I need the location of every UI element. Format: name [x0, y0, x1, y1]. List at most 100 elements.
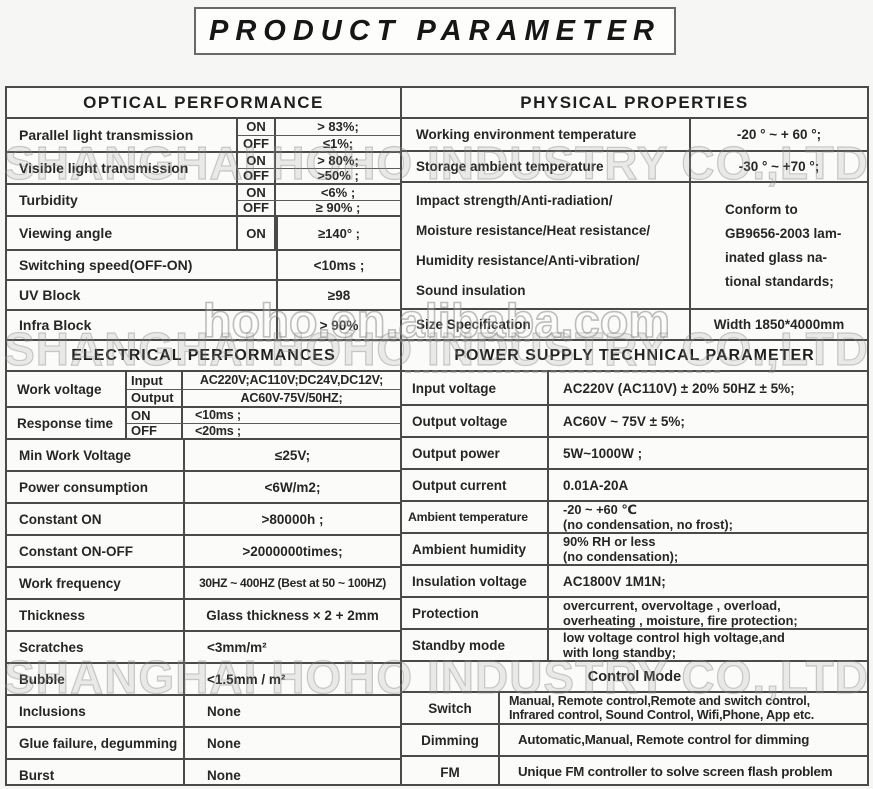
- row-value: Manual, Remote control,Remote and switch…: [509, 693, 815, 723]
- row-label: Infra Block: [7, 311, 278, 339]
- row-value: <6W/m2;: [264, 479, 321, 495]
- table-row: Input voltage AC220V (AC110V) ± 20% 50HZ…: [402, 372, 867, 404]
- table-row: Burst None: [7, 758, 400, 784]
- row-value: >80000h ;: [261, 511, 324, 527]
- sub-label: ON: [127, 408, 183, 423]
- table-row: Infra Block > 90%: [7, 309, 400, 339]
- power-header: POWER SUPPLY TECHNICAL PARAMETER: [402, 341, 867, 372]
- table-row: Constant ON >80000h ;: [7, 502, 400, 534]
- row-label: Output power: [402, 438, 549, 468]
- table-row: Protection overcurrent, overvoltage , ov…: [402, 596, 867, 628]
- row-value: > 80%;: [317, 152, 359, 168]
- row-label: Switching speed(OFF-ON): [7, 251, 278, 279]
- row-value: AC1800V 1M1N;: [563, 573, 666, 589]
- optical-performance-table: OPTICAL PERFORMANCE Parallel light trans…: [7, 88, 400, 339]
- row-label: Ambient humidity: [402, 534, 549, 564]
- table-row: Ambient temperature -20 ~ +60 ℃ (no cond…: [402, 500, 867, 532]
- table-row: Impact strength/Anti-radiation/ Moisture…: [402, 181, 867, 308]
- row-value: 30HZ ~ 400HZ (Best at 50 ~ 100HZ): [199, 576, 386, 590]
- row-value: AC220V (AC110V) ± 20% 50HZ ± 5%;: [563, 380, 795, 396]
- on-off-subrows: ON > 80%; OFF >50% ;: [238, 153, 400, 183]
- state-label: OFF: [238, 135, 276, 151]
- row-value: <10ms ;: [313, 257, 365, 273]
- row-value: Conform to GB9656-2003 lam- inated glass…: [725, 201, 842, 289]
- physical-properties-table: PHYSICAL PROPERTIES Working environment …: [402, 88, 867, 339]
- row-value: None: [207, 767, 241, 783]
- row-value: <10ms ;: [195, 408, 241, 423]
- table-row: Size Specification Width 1850*4000mm: [402, 308, 867, 339]
- row-value: AC60V-75V/50HZ;: [240, 390, 343, 405]
- row-value: <6% ;: [320, 184, 356, 200]
- row-label: Protection: [402, 598, 549, 628]
- row-label: Work frequency: [7, 568, 185, 598]
- row-value: low voltage control high voltage,and wit…: [563, 630, 785, 660]
- row-value: ≥140° ;: [276, 217, 400, 249]
- row-label: Output voltage: [402, 406, 549, 436]
- table-row: Dimming Automatic,Manual, Remote control…: [402, 723, 867, 755]
- row-label: Standby mode: [402, 630, 549, 660]
- electrical-header: ELECTRICAL PERFORMANCES: [7, 341, 400, 372]
- table-row: Inclusions None: [7, 694, 400, 726]
- row-label: Response time: [7, 408, 127, 438]
- electrical-performances-table: ELECTRICAL PERFORMANCES Work voltage Inp…: [7, 339, 400, 784]
- table-row: Work frequency 30HZ ~ 400HZ (Best at 50 …: [7, 566, 400, 598]
- on-off-subrows: ON <6% ; OFF ≥ 90% ;: [238, 185, 400, 215]
- row-label: Input voltage: [402, 372, 549, 404]
- state-label: ON: [238, 185, 276, 200]
- row-value: 90% RH or less (no condensation);: [563, 534, 679, 564]
- table-row: Output power 5W~1000W ;: [402, 436, 867, 468]
- state-label: OFF: [238, 168, 276, 183]
- row-value: AC220V;AC110V;DC24V,DC12V;: [199, 373, 384, 388]
- table-row: Switching speed(OFF-ON) <10ms ;: [7, 249, 400, 279]
- subrow-output: Output AC60V-75V/50HZ;: [127, 388, 400, 406]
- row-value: Width 1850*4000mm: [713, 317, 845, 332]
- row-label: Turbidity: [7, 185, 238, 215]
- table-row: Bubble <1.5mm / m²: [7, 662, 400, 694]
- row-label: Impact strength/Anti-radiation/ Moisture…: [402, 183, 691, 308]
- row-value: <3mm/m²: [207, 639, 267, 655]
- row-value: overcurrent, overvoltage , overload, ove…: [563, 598, 798, 628]
- input-output-subrows: Input AC220V;AC110V;DC24V,DC12V; Output …: [127, 372, 400, 406]
- left-column: OPTICAL PERFORMANCE Parallel light trans…: [7, 88, 402, 784]
- row-label: Storage ambient temperature: [402, 152, 691, 181]
- table-row: Constant ON-OFF >2000000times;: [7, 534, 400, 566]
- table-row: Output current 0.01A-20A: [402, 468, 867, 500]
- table-row: Min Work Voltage ≤25V;: [7, 438, 400, 470]
- table-row: Glue failure, degumming None: [7, 726, 400, 758]
- row-label: Burst: [7, 760, 185, 784]
- row-label: FM: [402, 757, 500, 784]
- row-value: -30 ° ~ +70 °;: [738, 159, 820, 174]
- row-label: Work voltage: [7, 372, 127, 406]
- row-label: Power consumption: [7, 472, 185, 502]
- row-value: 5W~1000W ;: [563, 445, 643, 461]
- subrow-input: Input AC220V;AC110V;DC24V,DC12V;: [127, 372, 400, 389]
- title-box: PRODUCT PARAMETER: [194, 7, 676, 55]
- table-row: Standby mode low voltage control high vo…: [402, 628, 867, 660]
- table-row: Output voltage AC60V ~ 75V ± 5%;: [402, 404, 867, 436]
- optical-header: OPTICAL PERFORMANCE: [7, 88, 400, 119]
- row-label: Min Work Voltage: [7, 440, 185, 470]
- table-row: Thickness Glass thickness × 2 + 2mm: [7, 598, 400, 630]
- row-label: Insulation voltage: [402, 566, 549, 596]
- table-row: Scratches <3mm/m²: [7, 630, 400, 662]
- state-label: OFF: [238, 200, 276, 215]
- row-label: Constant ON-OFF: [7, 536, 185, 566]
- row-value: >2000000times;: [242, 543, 343, 559]
- row-value: > 83%;: [317, 119, 359, 135]
- row-value: <20ms ;: [195, 423, 241, 438]
- table-row: Insulation voltage AC1800V 1M1N;: [402, 564, 867, 596]
- row-label: Ambient temperature: [402, 502, 549, 532]
- physical-header: PHYSICAL PROPERTIES: [402, 88, 867, 119]
- table-row: Parallel light transmission ON > 83%; OF…: [7, 119, 400, 151]
- row-value: ≤1%;: [322, 135, 354, 151]
- state-label: ON: [238, 217, 276, 249]
- row-label: Inclusions: [7, 696, 185, 726]
- row-value: > 90%: [319, 317, 359, 333]
- table-row: Work voltage Input AC220V;AC110V;DC24V,D…: [7, 372, 400, 406]
- row-label: Glue failure, degumming: [7, 728, 185, 758]
- page-title: PRODUCT PARAMETER: [209, 14, 661, 47]
- row-label: UV Block: [7, 281, 278, 309]
- sub-label: OFF: [127, 423, 183, 438]
- spec-table: OPTICAL PERFORMANCE Parallel light trans…: [5, 86, 869, 786]
